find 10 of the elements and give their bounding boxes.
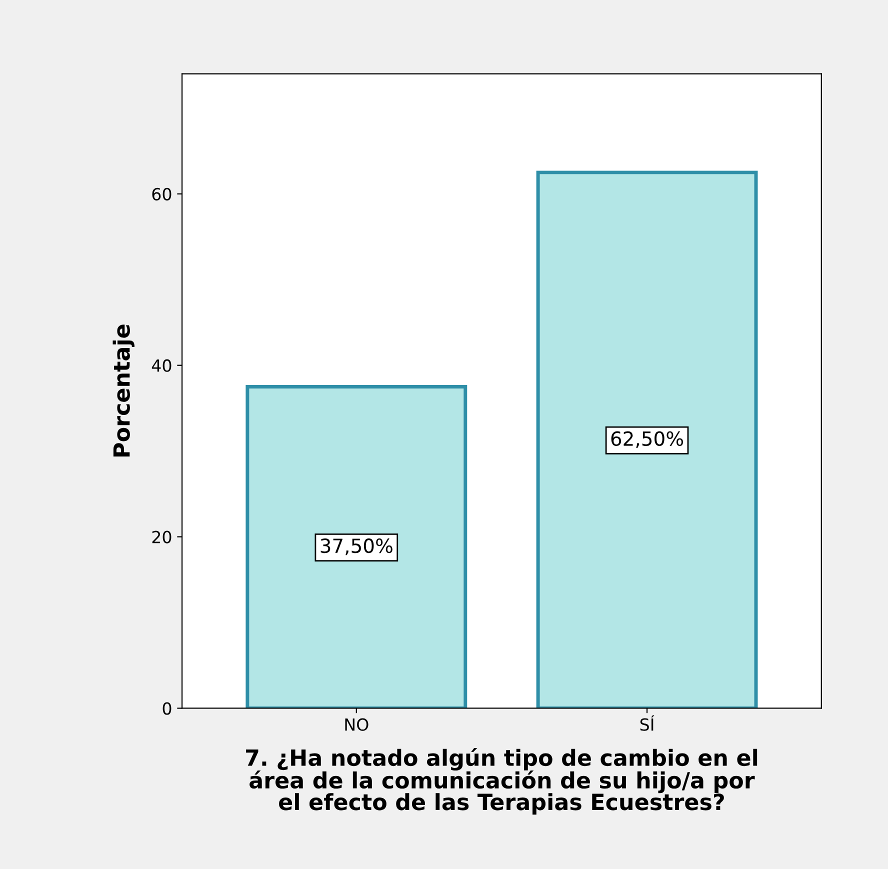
y-axis-title: Porcentaje — [112, 324, 134, 456]
x-tick-label: SÍ — [640, 715, 654, 731]
y-tick-label: 0 — [162, 702, 172, 715]
x-tick-label: NO — [345, 718, 368, 731]
y-tick-label: 20 — [152, 530, 172, 544]
data-label: 62,50% — [611, 431, 684, 448]
x-axis-title: 7. ¿Ha notado algún tipo de cambio en el área de la comunicación de su hijo/a por el efecto de las Terapias Ecuestres? — [246, 748, 758, 815]
data-label: 37,50% — [320, 538, 392, 556]
y-tick-label: 40 — [152, 359, 172, 372]
y-tick-label: 60 — [152, 188, 172, 200]
